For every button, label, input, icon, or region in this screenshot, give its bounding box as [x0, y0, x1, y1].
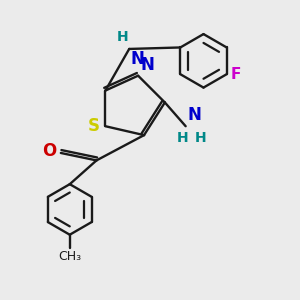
Text: H: H — [177, 131, 188, 145]
Text: F: F — [230, 67, 241, 82]
Text: CH₃: CH₃ — [58, 250, 81, 263]
Text: N: N — [187, 106, 201, 124]
Text: H: H — [117, 30, 128, 44]
Text: H: H — [195, 131, 206, 145]
Text: S: S — [88, 117, 100, 135]
Text: N: N — [140, 56, 154, 74]
Text: O: O — [42, 142, 57, 160]
Text: N: N — [131, 50, 145, 68]
